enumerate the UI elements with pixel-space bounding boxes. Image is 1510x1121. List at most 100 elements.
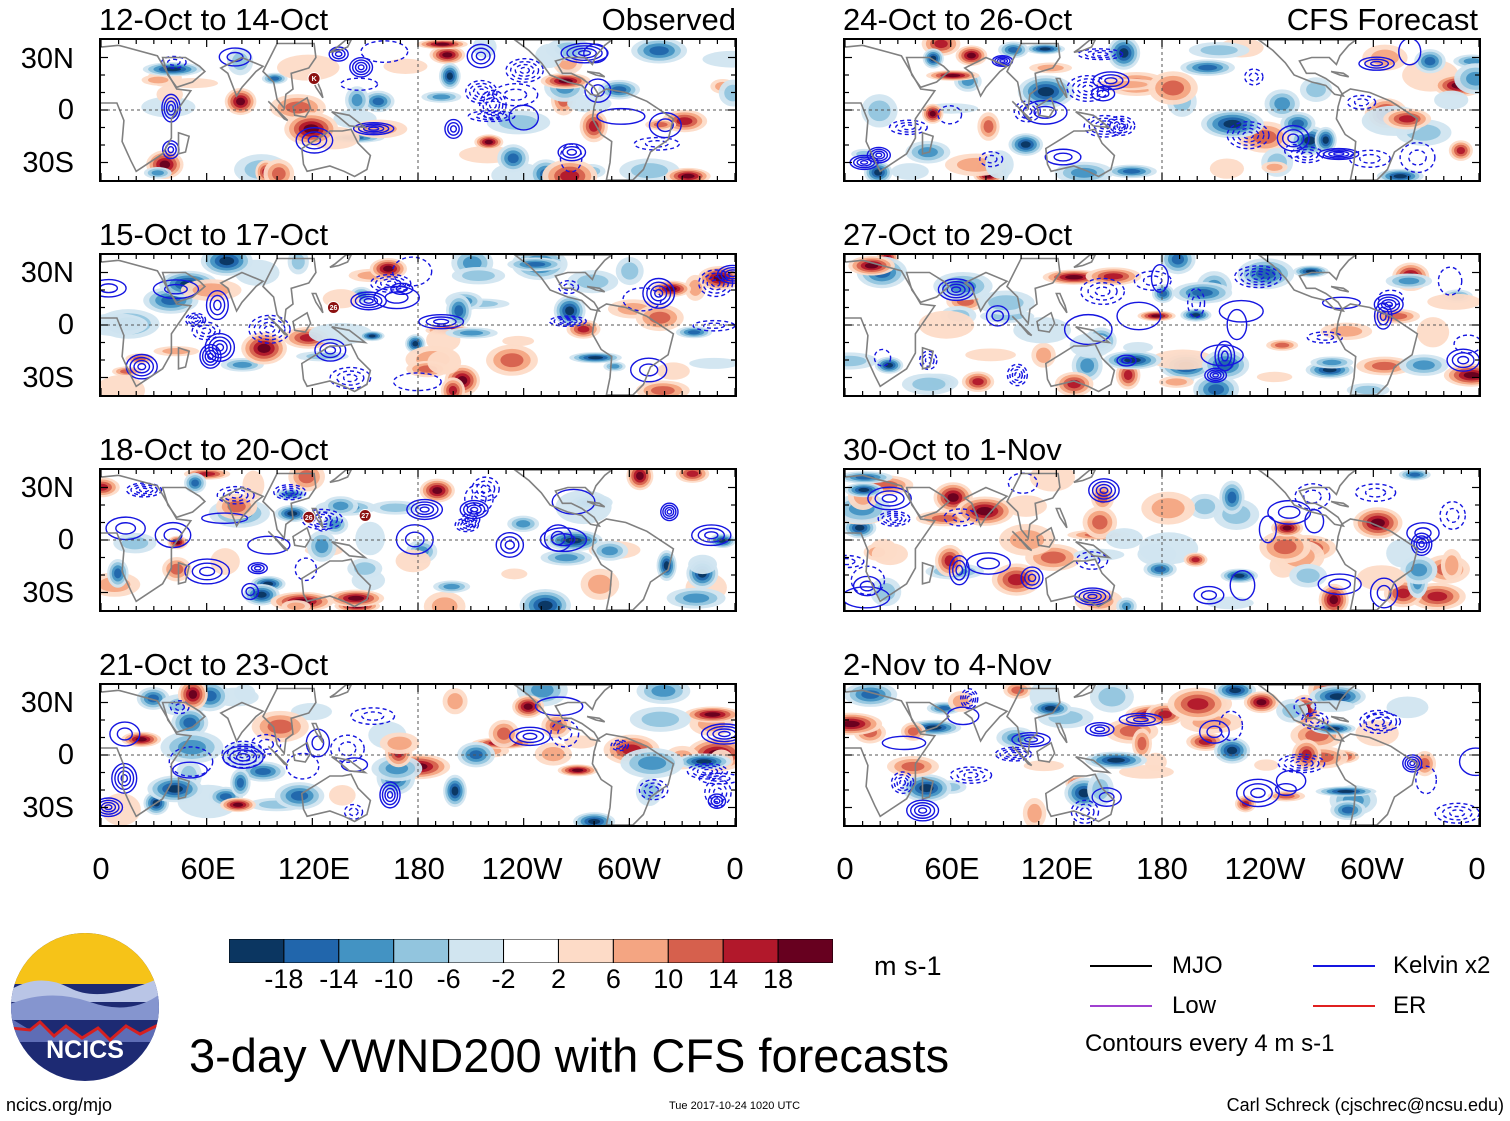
negative-anomaly — [912, 377, 946, 391]
lon-label-60e: 60E — [180, 851, 236, 886]
coastline — [513, 40, 614, 98]
positive-anomaly — [1191, 557, 1200, 563]
positive-anomaly — [162, 348, 191, 355]
kelvin-contour — [463, 522, 471, 528]
positive-anomaly — [931, 514, 958, 522]
lon-label-120w: 120W — [1224, 851, 1306, 886]
kelvin-contour — [1206, 369, 1225, 382]
kelvin-contour — [643, 782, 664, 798]
map-canvas — [845, 40, 1479, 180]
colorbar-segment — [557, 939, 614, 963]
kelvin-contour — [348, 807, 359, 817]
negative-anomaly — [1008, 46, 1019, 53]
coastline — [1073, 470, 1096, 484]
kelvin-contour — [469, 506, 479, 513]
kelvin-contour — [716, 264, 735, 284]
kelvin-contour — [1239, 267, 1276, 286]
positive-anomaly — [1162, 80, 1185, 96]
kelvin-contour — [1212, 372, 1219, 378]
kelvin-contour — [503, 88, 528, 101]
kelvin-contour — [109, 721, 141, 747]
forecast-label: CFS Forecast — [1286, 2, 1478, 37]
coastline — [921, 561, 935, 585]
kelvin-contour — [856, 158, 872, 167]
negative-anomaly — [446, 72, 453, 80]
kelvin-contour — [294, 557, 318, 582]
kelvin-contour — [504, 540, 516, 550]
kelvin-contour — [471, 490, 487, 507]
kelvin-contour — [1094, 726, 1106, 733]
coastline — [101, 259, 193, 388]
negative-anomaly — [565, 306, 575, 316]
kelvin-contour — [120, 773, 129, 783]
kelvin-contour — [1449, 809, 1466, 818]
storm-label: 26 — [305, 515, 313, 522]
kelvin-contour — [336, 370, 365, 386]
panel-title-8: 2-Nov to 4-Nov — [843, 647, 1052, 682]
positive-anomaly — [653, 122, 668, 128]
positive-anomaly — [1036, 347, 1052, 363]
positive-anomaly — [871, 543, 908, 566]
positive-anomaly — [1427, 591, 1448, 602]
negative-anomaly — [696, 759, 712, 764]
kelvin-contour — [134, 485, 154, 495]
coastline — [262, 257, 317, 326]
kelvin-contour — [1306, 331, 1344, 344]
kelvin-contour — [704, 778, 732, 808]
kelvin-contour — [117, 770, 132, 787]
coastline — [845, 474, 937, 603]
coastline — [1011, 100, 1033, 122]
kelvin-contour — [461, 511, 481, 528]
negative-anomaly — [1409, 472, 1421, 477]
kelvin-contour — [946, 283, 966, 296]
kelvin-contour — [654, 288, 664, 298]
positive-anomaly — [1040, 551, 1066, 564]
positive-anomaly — [427, 350, 462, 375]
kelvin-contour — [543, 524, 573, 552]
kelvin-contour — [129, 356, 155, 377]
kelvin-contour — [1295, 148, 1319, 161]
negative-anomaly — [219, 256, 235, 266]
negative-anomaly — [1322, 367, 1337, 373]
map-panel-18oct: 26 27 — [99, 468, 737, 612]
storm-marker: 27 — [358, 509, 372, 522]
kelvin-contour — [221, 740, 266, 769]
lat-label-0: 0 — [57, 524, 74, 556]
kelvin-contour — [167, 146, 175, 154]
coastline — [1330, 715, 1350, 723]
coastline — [329, 685, 352, 699]
coastline — [177, 131, 191, 155]
negative-anomaly — [1198, 64, 1218, 71]
kelvin-contour — [1277, 753, 1326, 774]
negative-anomaly — [1434, 90, 1469, 110]
positive-anomaly — [383, 58, 428, 74]
kelvin-contour — [955, 564, 964, 576]
coastline — [331, 756, 368, 774]
kelvin-contour — [328, 46, 349, 62]
lat-label-0: 0 — [57, 739, 74, 771]
kelvin-contour — [702, 322, 726, 330]
kelvin-contour — [415, 503, 435, 516]
negative-anomaly — [1233, 573, 1245, 578]
coastline — [591, 88, 675, 180]
kelvin-contour — [459, 499, 489, 520]
positive-anomaly — [1275, 342, 1290, 348]
negative-anomaly — [577, 274, 609, 289]
kelvin-contour — [475, 480, 496, 498]
kelvin-contour — [952, 559, 967, 581]
kelvin-contour — [1275, 769, 1307, 792]
kelvin-contour — [281, 487, 299, 497]
footer-url[interactable]: ncics.org/mjo — [6, 1095, 113, 1115]
lat-label-30n: 30N — [20, 687, 74, 719]
kelvin-contour — [1283, 755, 1320, 772]
kelvin-contour — [331, 48, 346, 60]
positive-anomaly — [1209, 158, 1245, 179]
kelvin-contour — [241, 582, 260, 601]
positive-anomaly — [541, 746, 565, 762]
kelvin-contour — [479, 89, 507, 120]
negative-anomaly — [554, 554, 578, 562]
kelvin-contour — [1318, 147, 1360, 161]
positive-anomaly — [1103, 273, 1124, 280]
negative-anomaly — [462, 256, 482, 270]
coastline — [1257, 685, 1358, 743]
